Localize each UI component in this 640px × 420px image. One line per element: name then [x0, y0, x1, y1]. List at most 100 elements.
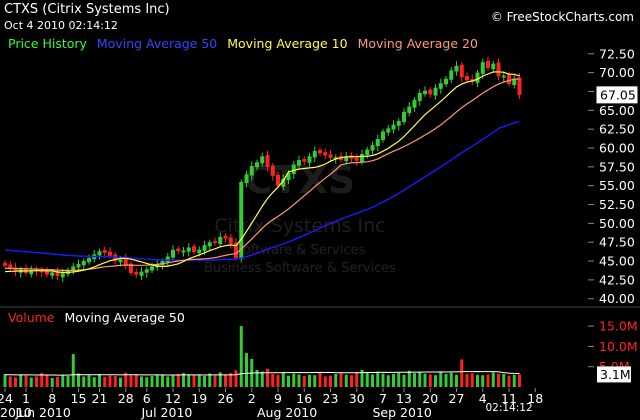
candle-body — [244, 174, 249, 184]
volume-bar — [224, 374, 227, 387]
volume-bar — [355, 372, 359, 387]
volume-bar — [176, 374, 180, 387]
candle-body — [8, 264, 13, 269]
volume-bar — [255, 369, 259, 387]
candle-body — [470, 79, 475, 82]
date-tick-label: 21 — [92, 391, 108, 406]
legend-ma50[interactable]: Moving Average 50 — [96, 36, 218, 51]
candle-body — [302, 158, 307, 162]
candle-body — [202, 245, 207, 251]
candle-body — [318, 149, 322, 154]
volume-bar — [213, 375, 217, 387]
month-label: Aug 2010 — [257, 405, 317, 420]
candle-body — [407, 106, 412, 113]
candle-body — [165, 256, 170, 263]
ma10-line — [4, 71, 520, 274]
volume-bar — [381, 373, 385, 387]
volume-bar — [182, 373, 185, 387]
candle-body — [475, 72, 480, 83]
volume-bar — [77, 373, 80, 387]
volume-bar — [82, 376, 86, 387]
volume-bar — [134, 374, 138, 387]
candle-body — [186, 247, 191, 252]
price-tick-label: 45.00 — [599, 254, 635, 269]
legend-price-history[interactable]: Price History — [8, 36, 87, 51]
candle-body — [113, 254, 118, 262]
volume-bar — [124, 372, 128, 387]
price-tick-label: 40.00 — [599, 291, 635, 306]
volume-bar — [397, 372, 401, 387]
site-credit-link[interactable]: © FreeStockCharts.com — [490, 10, 634, 24]
volume-bar — [476, 374, 479, 387]
legend-ma10[interactable]: Moving Average 10 — [227, 36, 348, 51]
date-tick-label: 7 — [379, 391, 387, 406]
month-label: Jul 2010 — [141, 405, 193, 420]
candle-body — [370, 144, 375, 151]
candle-body — [218, 236, 223, 245]
candle-body — [386, 128, 391, 133]
candle-body — [517, 77, 522, 95]
candle-body — [239, 181, 244, 260]
candle-body — [354, 157, 359, 161]
candle-body — [39, 270, 44, 273]
price-tick-label: 60.00 — [599, 141, 635, 156]
volume-bar — [360, 369, 364, 387]
volume-bar — [423, 373, 427, 387]
candle-body — [444, 78, 448, 85]
candle-body — [433, 87, 438, 96]
candle-body — [375, 138, 380, 147]
volume-bar — [512, 374, 516, 387]
price-tick-label: 47.50 — [599, 235, 635, 250]
candle-body — [176, 248, 181, 252]
candle-body — [459, 64, 464, 78]
price-tick-label: 70.00 — [599, 65, 635, 80]
candle-body — [87, 258, 91, 263]
volume-bar — [402, 374, 406, 387]
volume-bar — [428, 374, 432, 387]
month-label: 2010 — [0, 405, 32, 420]
candle-body — [213, 241, 217, 243]
candle-body — [144, 269, 149, 273]
volume-bar — [434, 375, 437, 387]
candle-body — [323, 152, 328, 156]
candle-body — [507, 74, 511, 84]
candle-body — [307, 156, 312, 163]
volume-bar — [87, 375, 91, 387]
volume-bar — [35, 376, 38, 387]
volume-bar — [407, 370, 411, 387]
volume-bar — [376, 371, 380, 387]
chart-datetime: Oct 4 2010 02:14:12 — [4, 19, 118, 32]
volume-bar — [61, 374, 65, 387]
volume-ma50-line — [5, 370, 520, 376]
volume-bar — [449, 372, 453, 387]
candle-body — [381, 131, 385, 141]
last-volume-label: 3.1M — [600, 367, 631, 382]
watermark-sector: Software & Services — [235, 243, 366, 258]
candle-body — [171, 249, 175, 258]
volume-bar — [218, 372, 222, 387]
volume-bar — [507, 375, 511, 387]
volume-bar — [455, 374, 458, 387]
legend-ma20[interactable]: Moving Average 20 — [357, 36, 478, 51]
legend-volume[interactable]: Volume — [8, 310, 55, 325]
ma20-line — [5, 78, 520, 271]
price-legend: Price History Moving Average 50 Moving A… — [8, 36, 484, 51]
price-tick-label: 57.50 — [599, 159, 635, 174]
volume-bar — [103, 376, 107, 387]
candle-body — [365, 149, 370, 156]
volume-bar — [271, 374, 275, 387]
legend-volume-ma50[interactable]: Moving Average 50 — [64, 310, 185, 325]
candle-body — [150, 266, 154, 271]
date-tick-label: 24 — [0, 391, 13, 406]
volume-bar — [245, 352, 248, 387]
candle-body — [260, 156, 265, 164]
volume-bar — [119, 377, 122, 387]
volume-bar — [234, 370, 238, 387]
candle-body — [118, 259, 123, 263]
date-tick-label: 15 — [71, 391, 87, 406]
volume-bar — [197, 374, 201, 387]
volume-bar — [166, 376, 170, 387]
candle-body — [391, 124, 396, 130]
price-tick-label: 42.50 — [599, 272, 635, 287]
